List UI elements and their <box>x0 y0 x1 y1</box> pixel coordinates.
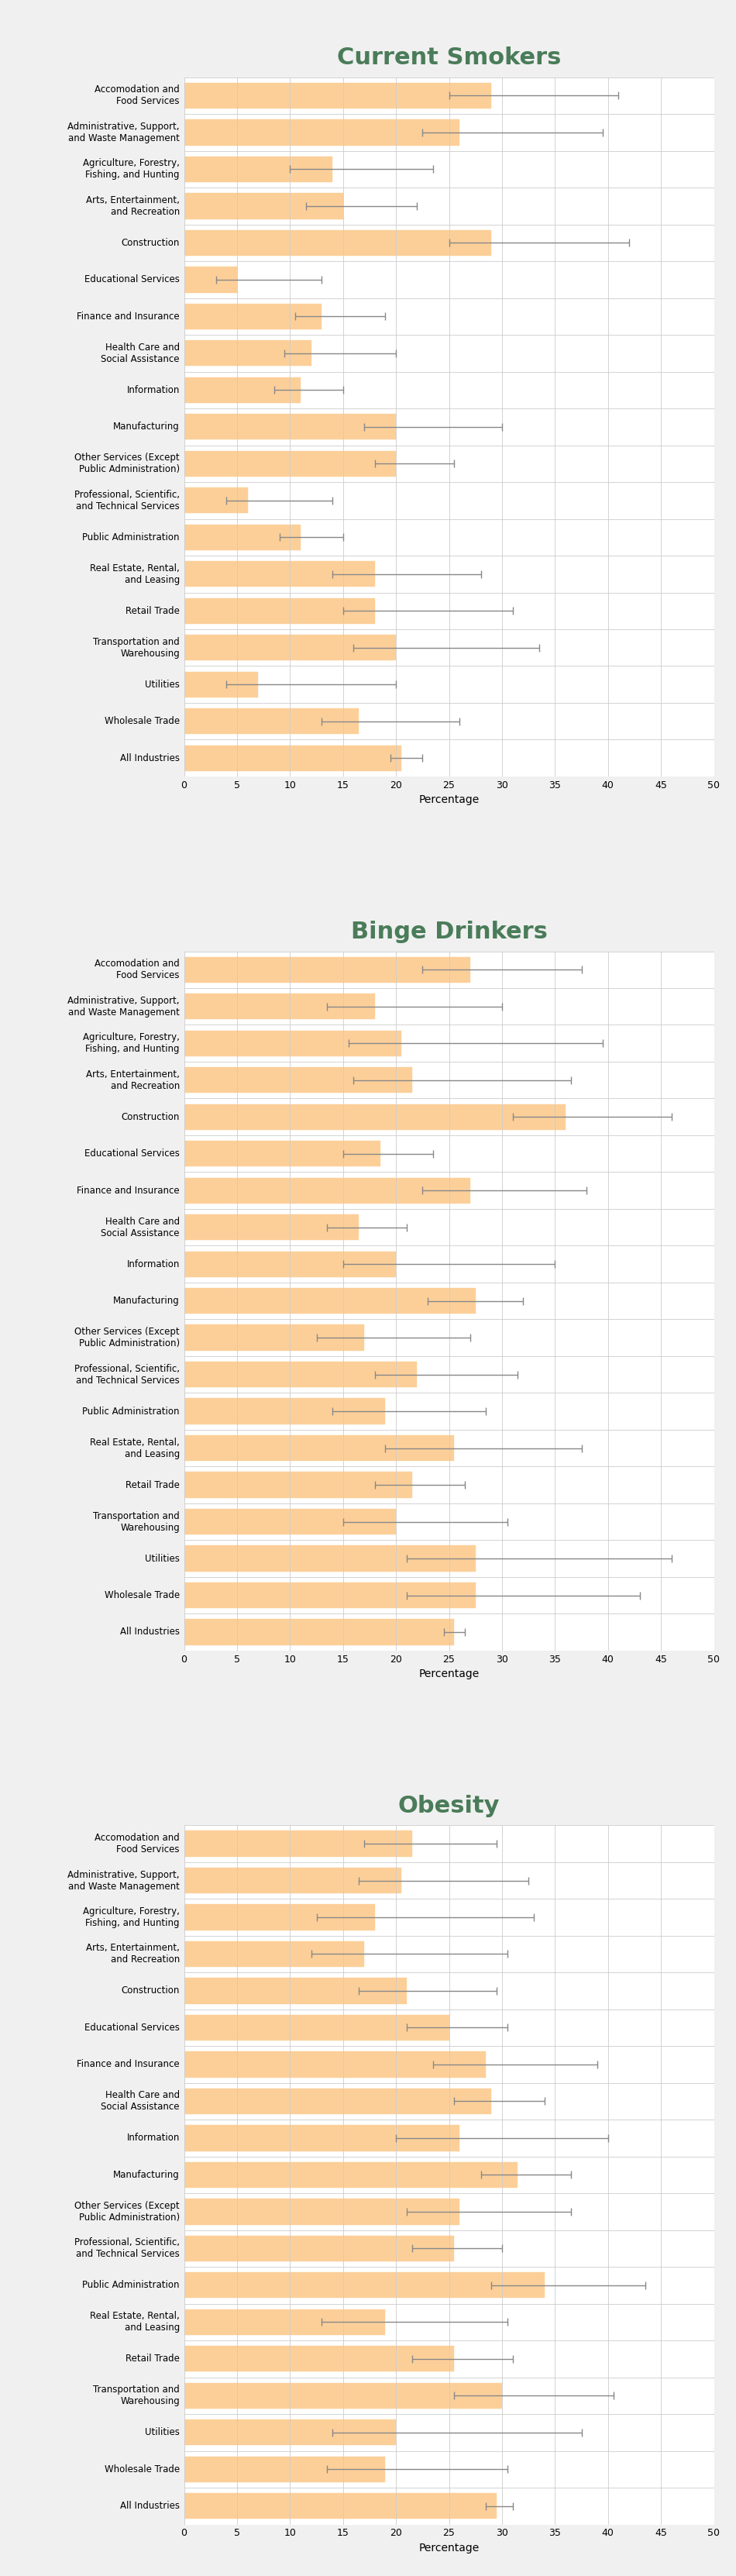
Bar <box>184 304 322 330</box>
Bar <box>184 526 300 551</box>
Bar <box>184 598 375 623</box>
Bar <box>184 1213 359 1239</box>
Bar <box>184 2308 386 2334</box>
Bar <box>184 1510 396 1535</box>
Bar <box>184 193 343 219</box>
Bar <box>184 1363 417 1388</box>
Bar <box>184 1252 396 1278</box>
Bar <box>184 2014 449 2040</box>
Bar <box>184 562 375 587</box>
Bar <box>184 157 333 183</box>
X-axis label: Percentage: Percentage <box>419 1669 479 1680</box>
Bar <box>184 2458 386 2483</box>
Bar <box>184 1105 565 1131</box>
Bar <box>184 1324 364 1350</box>
Bar <box>184 1435 454 1461</box>
Bar <box>184 2125 459 2151</box>
Bar <box>184 1030 401 1056</box>
Bar <box>184 1942 364 1968</box>
Bar <box>184 708 359 734</box>
Bar <box>184 1399 386 1425</box>
Bar <box>184 672 258 698</box>
Bar <box>184 376 300 402</box>
Bar <box>184 1288 475 1314</box>
Bar <box>184 229 492 255</box>
Bar <box>184 1582 475 1607</box>
Bar <box>184 268 237 294</box>
Bar <box>184 2236 454 2262</box>
Bar <box>184 1471 412 1497</box>
Bar <box>184 2200 459 2226</box>
Bar <box>184 1832 412 1857</box>
Bar <box>184 82 492 108</box>
Bar <box>184 2050 486 2076</box>
Bar <box>184 1141 380 1167</box>
Bar <box>184 118 459 144</box>
Bar <box>184 1904 375 1929</box>
Bar <box>184 744 401 770</box>
Bar <box>184 2272 545 2298</box>
Bar <box>184 451 396 477</box>
Bar <box>184 994 375 1020</box>
X-axis label: Percentage: Percentage <box>419 793 479 806</box>
Bar <box>184 2161 518 2187</box>
Bar <box>184 1620 454 1646</box>
Bar <box>184 340 311 366</box>
Bar <box>184 2383 502 2409</box>
Bar <box>184 415 396 440</box>
Title: Binge Drinkers: Binge Drinkers <box>350 920 548 943</box>
Bar <box>184 2419 396 2445</box>
Title: Obesity: Obesity <box>398 1795 500 1816</box>
Bar <box>184 1066 412 1092</box>
Bar <box>184 1868 401 1893</box>
Bar <box>184 1978 406 2004</box>
Bar <box>184 956 470 981</box>
Bar <box>184 2089 492 2115</box>
Bar <box>184 2347 454 2372</box>
Bar <box>184 487 247 513</box>
Bar <box>184 1546 475 1571</box>
X-axis label: Percentage: Percentage <box>419 2543 479 2553</box>
Title: Current Smokers: Current Smokers <box>337 46 561 70</box>
Bar <box>184 634 396 659</box>
Bar <box>184 1177 470 1203</box>
Bar <box>184 2494 497 2519</box>
